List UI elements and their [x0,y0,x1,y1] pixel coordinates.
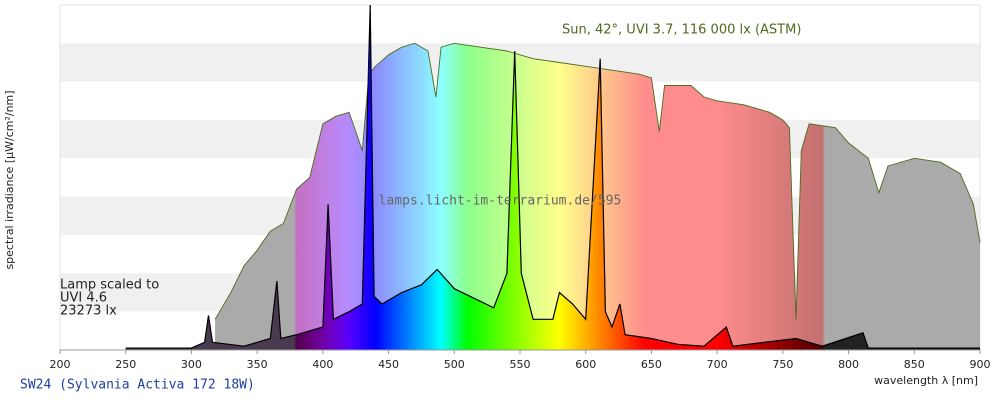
x-tick-label: 600 [575,358,596,371]
x-tick-label: 400 [312,358,333,371]
x-tick-label: 300 [181,358,202,371]
x-tick-label: 250 [115,358,136,371]
x-axis-label: wavelength λ [nm] [874,374,978,387]
spectrum-line [125,4,980,349]
lamp-note: 23273 lx [60,304,117,319]
sun-label: Sun, 42°, UVI 3.7, 116 000 lx (ASTM) [562,23,801,38]
x-tick-label: 700 [707,358,728,371]
x-tick-label: 650 [641,358,662,371]
watermark: lamps.licht-im-terrarium.de/595 [379,194,622,209]
x-tick-label: 800 [838,358,859,371]
x-tick-label: 500 [444,358,465,371]
background-band [60,5,980,44]
y-axis-label: spectral irradiance [µW/cm²/nm] [3,90,16,269]
lamp-note: UVI 4.6 [60,291,107,306]
spectrum-line [214,42,981,320]
x-tick-label: 350 [247,358,268,371]
x-tick-label: 200 [50,358,71,371]
x-tick-label: 750 [772,358,793,371]
x-tick-label: 450 [378,358,399,371]
lamp-note: Lamp scaled to [60,278,159,293]
x-tick-label: 850 [904,358,925,371]
x-tick-label: 900 [970,358,991,371]
x-tick-label: 550 [510,358,531,371]
lamp-label: SW24 (Sylvania Activa 172 18W) [20,378,255,393]
